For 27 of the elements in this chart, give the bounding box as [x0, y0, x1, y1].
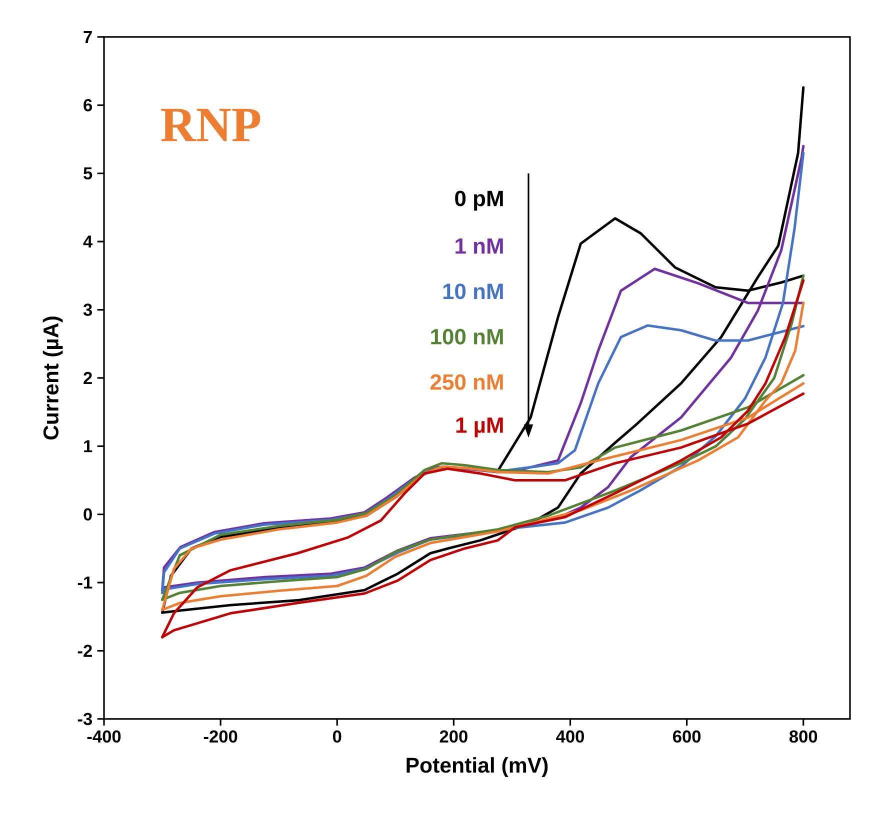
x-tick-label: 0: [332, 730, 342, 743]
y-tick-label: 0: [84, 508, 92, 521]
y-axis-title: Current (µA): [42, 316, 63, 440]
x-tick-label: -400: [87, 730, 121, 743]
y-tick-label: 4: [83, 236, 93, 248]
x-axis-title: Potential (mV): [406, 757, 548, 778]
text: 10 nM: [443, 284, 503, 300]
y-tick-label: 6: [84, 99, 92, 112]
text: 100 nM: [431, 328, 503, 345]
y-tick-label: -1: [78, 576, 92, 589]
y-tick-label: 7: [84, 31, 92, 43]
annotation: RNP: [161, 108, 260, 142]
y-tick-label: -3: [78, 712, 92, 726]
text: 0 pM: [455, 190, 503, 211]
y-tick-label: -2: [78, 644, 92, 657]
text: 1 nM: [456, 238, 503, 254]
series-label: 1 µM: [456, 418, 503, 438]
x-tick-label: 400: [556, 730, 584, 743]
text: 250 nM: [430, 374, 503, 390]
x-tick-label: 600: [672, 730, 701, 743]
x-tick-label: 200: [440, 730, 468, 743]
y-tick-label: 2: [84, 372, 92, 384]
y-tick-label: 3: [83, 304, 92, 316]
y-tick-label: 1: [84, 440, 92, 452]
y-tick-label: 5: [84, 167, 92, 180]
x-tick-label: -200: [204, 730, 238, 743]
x-tick-label: 800: [789, 730, 818, 743]
